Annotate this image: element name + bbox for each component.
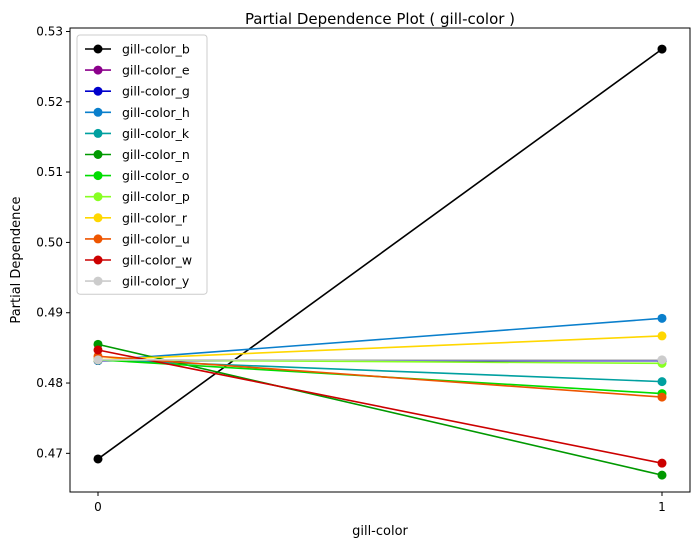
- legend-label: gill-color_b: [122, 42, 190, 57]
- legend-marker: [93, 276, 103, 286]
- legend-label: gill-color_r: [122, 210, 188, 225]
- data-point: [93, 454, 103, 464]
- legend-label: gill-color_o: [122, 168, 190, 183]
- legend-entry: gill-color_n: [85, 147, 190, 162]
- x-tick-label: 1: [658, 500, 666, 514]
- data-point: [657, 355, 667, 365]
- legend-label: gill-color_w: [122, 253, 192, 268]
- data-point: [657, 377, 667, 387]
- legend-label: gill-color_p: [122, 189, 190, 204]
- data-point: [657, 392, 667, 402]
- legend-marker: [93, 213, 103, 223]
- legend-label: gill-color_g: [122, 84, 190, 99]
- series-line: [97, 349, 663, 464]
- y-tick-label: 0.53: [36, 25, 63, 39]
- data-point: [657, 470, 667, 480]
- legend-entry: gill-color_u: [85, 231, 190, 246]
- legend-box: [76, 34, 208, 295]
- legend-marker: [93, 192, 103, 202]
- legend-entry: gill-color_w: [85, 253, 192, 268]
- y-tick-label: 0.50: [36, 235, 63, 249]
- x-tick-label: 0: [94, 500, 102, 514]
- y-tick-label: 0.48: [36, 376, 63, 390]
- data-point: [93, 355, 103, 365]
- y-tick-label: 0.52: [36, 95, 63, 109]
- y-tick-label: 0.49: [36, 306, 63, 320]
- legend-label: gill-color_y: [122, 274, 190, 289]
- y-axis: 0.47 0.48 0.49 0.50 0.51 0.52 0.53: [36, 25, 70, 460]
- series-line: [97, 335, 663, 361]
- legend-label: gill-color_h: [122, 105, 190, 120]
- y-tick-label: 0.47: [36, 446, 63, 460]
- legend-entry: gill-color_h: [85, 105, 190, 120]
- series-line: [97, 317, 663, 362]
- legend-entry: gill-color_g: [85, 84, 190, 99]
- data-point: [93, 345, 103, 355]
- series-gill-color_b: [93, 44, 667, 464]
- legend-entry: gill-color_b: [85, 42, 190, 57]
- data-point: [657, 458, 667, 468]
- legend: gill-color_b gill-color_e gill-color_ggill…: [76, 34, 208, 295]
- data-point: [657, 331, 667, 341]
- legend-marker: [93, 65, 103, 75]
- y-tick-label: 0.51: [36, 165, 63, 179]
- legend-marker: [93, 107, 103, 117]
- x-axis-label: gill-color: [352, 524, 408, 539]
- legend-entry: gill-color_k: [85, 126, 190, 141]
- plot-area: [93, 44, 667, 480]
- legend-entry: gill-color_o: [85, 168, 190, 183]
- legend-label: gill-color_k: [122, 126, 190, 141]
- legend-entry: gill-color_r: [85, 210, 188, 225]
- legend-marker: [93, 255, 103, 265]
- data-point: [657, 44, 667, 54]
- legend-entry: gill-color_p: [85, 189, 190, 204]
- data-point: [657, 313, 667, 323]
- legend-marker: [93, 86, 103, 96]
- series-gill-color_y: [93, 355, 667, 365]
- plot-frame: [69, 27, 691, 493]
- legend-entry: gill-color_e: [85, 63, 190, 78]
- chart-title: Partial Dependence Plot ( gill-color ): [245, 10, 515, 28]
- y-axis-label: Partial Dependence: [9, 196, 24, 323]
- series-line: [97, 343, 663, 476]
- series-line: [97, 48, 663, 460]
- series-line: [97, 355, 663, 398]
- legend-marker: [93, 128, 103, 138]
- legend-label: gill-color_n: [122, 147, 190, 162]
- series-gill-color_w: [93, 345, 667, 468]
- legend-marker: [93, 171, 103, 181]
- legend-marker: [93, 150, 103, 159]
- legend-label: gill-color_u: [122, 231, 190, 246]
- legend-marker: [93, 44, 103, 54]
- legend-entry: gill-color_y: [85, 274, 190, 289]
- legend-marker: [93, 234, 103, 244]
- legend-label: gill-color_e: [122, 63, 190, 78]
